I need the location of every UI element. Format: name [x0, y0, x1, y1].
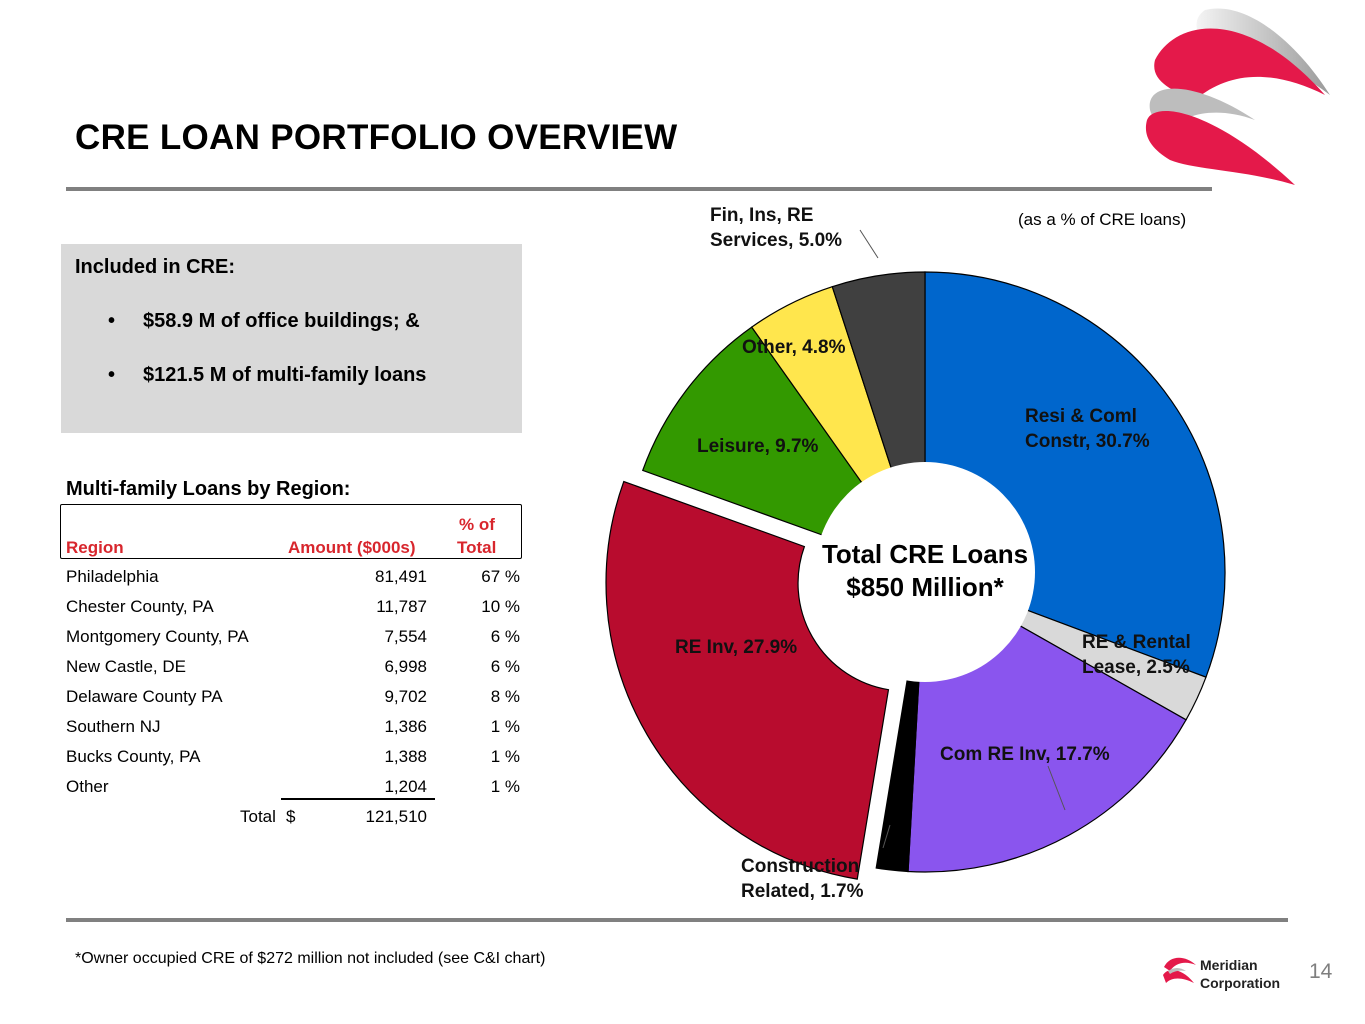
included-item-office: $58.9 M of office buildings; &	[143, 310, 420, 332]
page-number: 14	[1309, 960, 1333, 983]
region-cell: Southern NJ	[66, 717, 161, 736]
slice-re-inv	[605, 480, 890, 880]
pct-cell: 6 %	[490, 627, 520, 646]
slice-label-line: Com RE Inv, 17.7%	[940, 744, 1110, 765]
brand-swirl-logo	[1145, 8, 1330, 185]
included-item-multifamily: $121.5 M of multi-family loans	[143, 364, 427, 386]
center-label-line2: $850 Million*	[846, 572, 1004, 602]
slice-label-line: RE & Rental	[1082, 632, 1191, 653]
header-pct-line2: Total	[457, 538, 497, 557]
amount-cell: 9,702	[384, 687, 427, 706]
chart-note: (as a % of CRE loans)	[1018, 210, 1187, 229]
amount-cell: 1,386	[384, 717, 427, 736]
brand-mini-icon	[1163, 957, 1196, 983]
slice-label-line: Fin, Ins, RE	[710, 205, 813, 226]
slice-label-line: Services, 5.0%	[710, 230, 842, 251]
total-amount: 121,510	[365, 807, 427, 826]
slice-label-other: Other, 4.8%	[742, 337, 846, 358]
slice-label-line: Leisure, 9.7%	[697, 436, 819, 457]
amount-cell: 6,998	[384, 657, 427, 676]
region-cell: Chester County, PA	[66, 597, 214, 616]
footnote: *Owner occupied CRE of $272 million not …	[75, 950, 546, 967]
pct-cell: 1 %	[490, 777, 520, 796]
pct-cell: 10 %	[481, 597, 520, 616]
total-underline	[281, 798, 435, 800]
bullet-icon: •	[108, 364, 116, 386]
slice-label-line: Construction	[741, 856, 859, 877]
center-label-line1: Total CRE Loans	[822, 539, 1028, 569]
table-header-box	[60, 504, 522, 559]
included-in-cre-box	[61, 244, 522, 433]
title-divider	[66, 187, 1212, 191]
leader-line	[1047, 765, 1066, 811]
slice-label-re-rental-lease: RE & Rental Lease, 2.5%	[1082, 632, 1191, 678]
amount-cell: 1,388	[384, 747, 427, 766]
slice-label-line: Related, 1.7%	[741, 881, 864, 902]
total-label: Total	[240, 807, 276, 826]
brand-line2: Corporation	[1200, 975, 1281, 991]
pct-cell: 8 %	[490, 687, 520, 706]
region-cell: Delaware County PA	[66, 687, 223, 706]
slice-label-com-re-inv: Com RE Inv, 17.7%	[940, 744, 1110, 765]
slice-label-line: Resi & Coml	[1025, 406, 1137, 427]
header-pct-line1: % of	[459, 515, 495, 534]
total-currency: $	[286, 807, 296, 826]
slice-label-line: Lease, 2.5%	[1082, 657, 1190, 678]
slice-labels: Resi & Coml Constr, 30.7% RE & Rental Lease…	[675, 205, 1191, 902]
region-cell: Bucks County, PA	[66, 747, 201, 766]
donut-slices	[605, 271, 1226, 880]
multifamily-heading: Multi-family Loans by Region:	[66, 478, 351, 500]
pct-cell: 67 %	[481, 567, 520, 586]
slice-label-line: Constr, 30.7%	[1025, 431, 1150, 452]
slice-label-construction-related: Construction Related, 1.7%	[741, 856, 864, 902]
slice-label-re-inv: RE Inv, 27.9%	[675, 637, 797, 658]
brand-line1: Meridian	[1200, 957, 1258, 973]
leader-line	[859, 229, 879, 259]
page-title: CRE LOAN PORTFOLIO OVERVIEW	[75, 118, 678, 157]
included-heading: Included in CRE:	[75, 256, 235, 278]
slice-label-fin-ins-re-services: Fin, Ins, RE Services, 5.0%	[710, 205, 842, 251]
amount-cell: 7,554	[384, 627, 427, 646]
header-region: Region	[66, 538, 124, 557]
region-cell: Montgomery County, PA	[66, 627, 249, 646]
slice-label-line: RE Inv, 27.9%	[675, 637, 797, 658]
region-cell: New Castle, DE	[66, 657, 186, 676]
leader-line	[882, 824, 891, 849]
region-cell: Philadelphia	[66, 567, 159, 586]
cre-donut-chart: Resi & Coml Constr, 30.7% RE & Rental Lease…	[605, 205, 1226, 902]
pct-cell: 1 %	[490, 717, 520, 736]
brand-name: Meridian Corporation	[1200, 956, 1280, 992]
header-amount: Amount ($000s)	[288, 538, 416, 557]
slice-label-resi-coml-constr: Resi & Coml Constr, 30.7%	[1025, 406, 1150, 452]
donut-hole	[815, 462, 1035, 682]
amount-cell: 1,204	[384, 777, 427, 796]
leader-lines	[859, 229, 1066, 849]
region-cell: Other	[66, 777, 109, 796]
pct-cell: 1 %	[490, 747, 520, 766]
slice-label-line: Other, 4.8%	[742, 337, 846, 358]
pct-cell: 6 %	[490, 657, 520, 676]
bullet-icon: •	[108, 310, 116, 332]
footer-divider	[66, 918, 1288, 922]
slice-label-leisure: Leisure, 9.7%	[697, 436, 819, 457]
amount-cell: 81,491	[375, 567, 427, 586]
amount-cell: 11,787	[376, 597, 427, 616]
